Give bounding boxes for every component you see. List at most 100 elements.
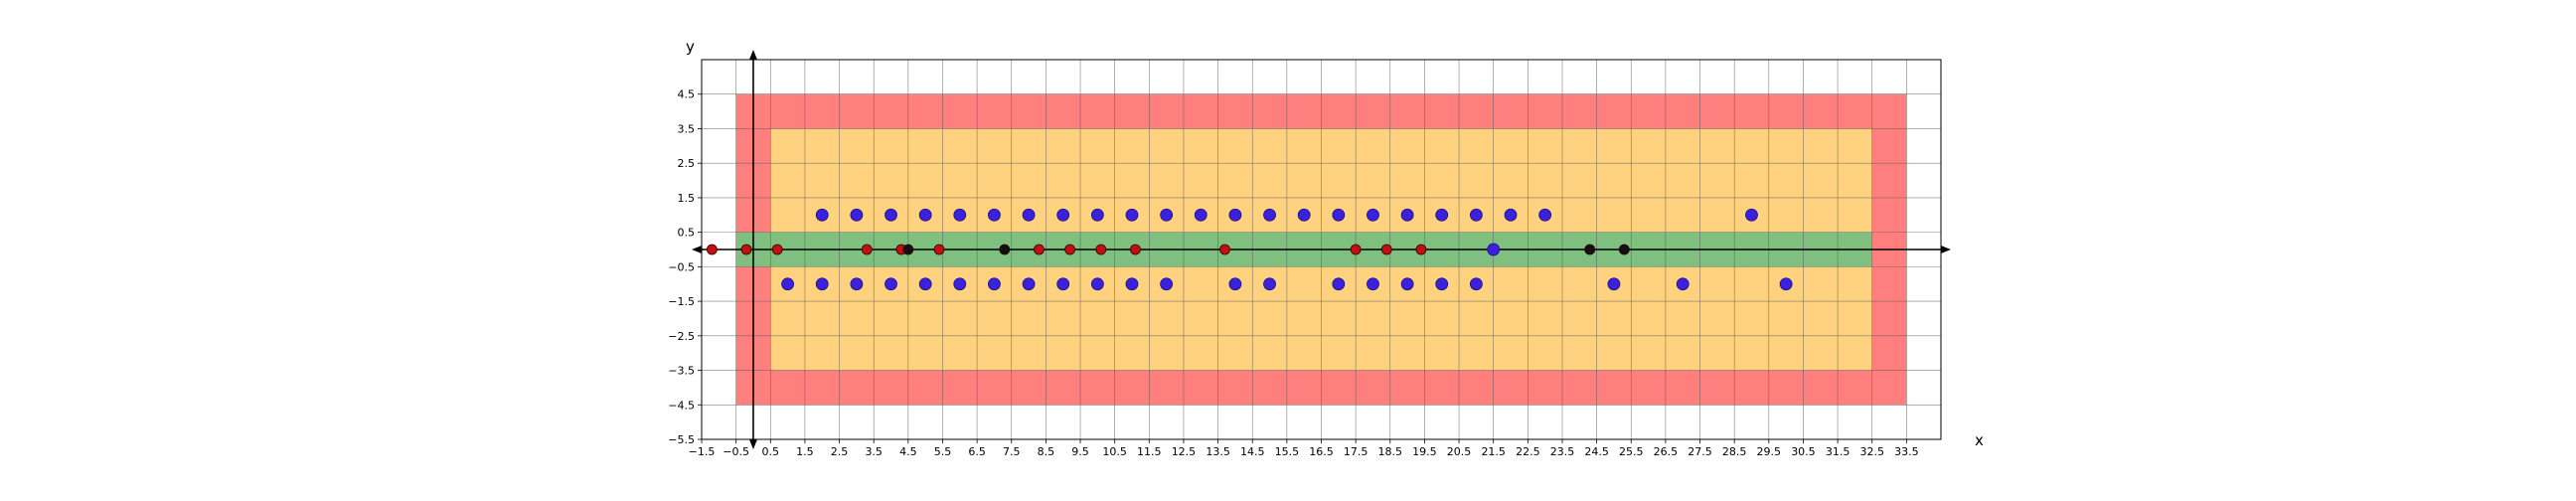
data-point-series-0 (1090, 277, 1104, 291)
x-axis-arrow-right (1941, 246, 1951, 253)
y-tick-label: 4.5 (678, 88, 696, 101)
data-point-series-0 (1745, 208, 1758, 222)
data-point-series-0 (1194, 208, 1208, 222)
data-point-series-0 (918, 208, 932, 222)
x-tick-label: 25.5 (1619, 445, 1644, 458)
data-point-series-0 (1125, 208, 1139, 222)
x-tick-label: 1.5 (796, 445, 814, 458)
x-axis-arrow-left (692, 246, 702, 253)
data-point-series-1 (1415, 244, 1427, 255)
y-axis-arrow-top (748, 50, 757, 60)
x-tick-label: 2.5 (831, 445, 849, 458)
data-point-series-0 (988, 208, 1001, 222)
data-point-series-0 (1022, 277, 1036, 291)
data-point-series-0 (953, 277, 967, 291)
data-point-series-0 (1228, 277, 1242, 291)
x-tick-label: 22.5 (1516, 445, 1540, 458)
data-point-series-0 (1400, 208, 1414, 222)
x-tick-label: 19.5 (1412, 445, 1437, 458)
data-point-series-0 (1367, 277, 1379, 291)
data-point-series-0 (815, 208, 829, 222)
data-point-series-1 (1064, 244, 1076, 255)
data-point-series-0 (1022, 208, 1036, 222)
x-tick-label: 10.5 (1102, 445, 1127, 458)
data-point-series-0 (885, 208, 897, 222)
data-point-series-0 (781, 277, 794, 291)
x-tick-label: −0.5 (723, 445, 749, 458)
data-point-series-0 (1487, 243, 1501, 256)
tick-layer: −1.5 −0.5 0.5 1.5 2.5 3.5 4.5 5.5 6.5 7.5 8.5 9.5 10… (668, 88, 1918, 458)
x-tick-label: −1.5 (689, 445, 716, 458)
data-point-series-0 (1125, 277, 1139, 291)
data-point-series-1 (861, 244, 873, 255)
x-tick-label: 31.5 (1826, 445, 1851, 458)
data-point-series-0 (918, 277, 932, 291)
data-point-series-2 (1584, 244, 1596, 255)
y-tick-label: −3.5 (668, 365, 695, 378)
data-point-series-0 (953, 208, 967, 222)
data-point-series-0 (1469, 277, 1483, 291)
data-point-series-1 (706, 244, 718, 255)
x-tick-label: 15.5 (1275, 445, 1300, 458)
x-tick-label: 21.5 (1481, 445, 1506, 458)
data-point-series-0 (1504, 208, 1518, 222)
x-tick-label: 16.5 (1309, 445, 1334, 458)
data-point-series-0 (850, 277, 864, 291)
data-point-series-0 (1056, 277, 1070, 291)
data-point-series-1 (1095, 244, 1107, 255)
y-tick-label: 2.5 (678, 157, 696, 170)
x-tick-label: 29.5 (1757, 445, 1782, 458)
data-point-series-0 (1400, 277, 1414, 291)
y-axis-label: y (686, 38, 695, 56)
x-tick-label: 13.5 (1206, 445, 1230, 458)
x-tick-label: 11.5 (1137, 445, 1162, 458)
data-point-series-0 (1435, 277, 1449, 291)
data-point-series-0 (1332, 277, 1346, 291)
data-point-series-0 (885, 277, 897, 291)
x-tick-label: 4.5 (899, 445, 917, 458)
x-tick-label: 28.5 (1722, 445, 1747, 458)
data-point-series-0 (815, 277, 829, 291)
data-point-series-0 (850, 208, 864, 222)
data-point-series-0 (1160, 208, 1174, 222)
data-point-series-0 (1538, 208, 1552, 222)
data-point-series-0 (1676, 277, 1690, 291)
x-tick-label: 8.5 (1038, 445, 1055, 458)
x-tick-label: 3.5 (865, 445, 883, 458)
y-tick-label: −2.5 (668, 330, 695, 343)
data-point-series-0 (1228, 208, 1242, 222)
points-layer (706, 208, 1793, 291)
x-tick-label: 0.5 (762, 445, 780, 458)
data-point-series-0 (1367, 208, 1379, 222)
x-axis-label: x (1975, 431, 1984, 449)
x-tick-label: 6.5 (968, 445, 986, 458)
data-point-series-0 (1332, 208, 1346, 222)
data-point-series-0 (1090, 208, 1104, 222)
data-point-series-2 (999, 244, 1011, 255)
data-point-series-1 (1034, 244, 1045, 255)
data-point-series-1 (740, 244, 752, 255)
data-point-series-1 (1130, 244, 1141, 255)
y-axis-arrow-bottom (748, 439, 757, 449)
data-point-series-1 (1380, 244, 1392, 255)
x-tick-label: 5.5 (934, 445, 952, 458)
data-point-series-0 (1607, 277, 1621, 291)
data-point-series-0 (1263, 277, 1276, 291)
y-tick-label: 3.5 (678, 122, 696, 135)
x-tick-label: 32.5 (1859, 445, 1884, 458)
y-tick-label: −5.5 (668, 433, 695, 446)
x-tick-label: 17.5 (1344, 445, 1368, 458)
data-point-series-0 (1469, 208, 1483, 222)
x-tick-label: 27.5 (1688, 445, 1712, 458)
x-tick-label: 23.5 (1550, 445, 1575, 458)
data-point-series-0 (1779, 277, 1793, 291)
data-point-series-0 (1297, 208, 1311, 222)
x-tick-label: 7.5 (1003, 445, 1021, 458)
data-point-series-2 (902, 244, 914, 255)
x-tick-label: 18.5 (1378, 445, 1403, 458)
data-point-series-1 (1219, 244, 1230, 255)
data-point-series-2 (1618, 244, 1630, 255)
data-point-series-0 (1263, 208, 1276, 222)
data-point-series-0 (1435, 208, 1449, 222)
